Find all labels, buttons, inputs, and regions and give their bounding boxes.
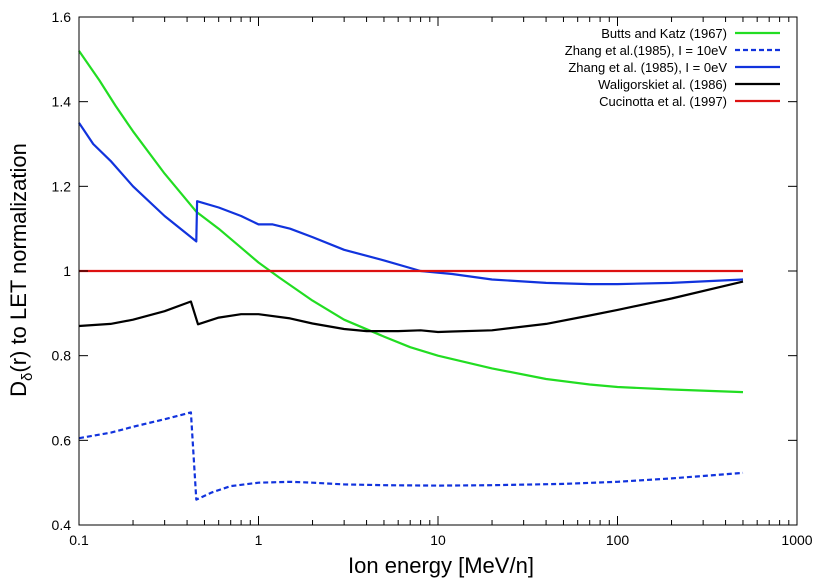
- y-axis-title-subscript: δ: [19, 373, 36, 381]
- y-tick-label: 0.4: [52, 517, 72, 533]
- legend: Butts and Katz (1967) Zhang et al.(1985),…: [565, 26, 780, 109]
- y-tick-label: 1.6: [52, 9, 72, 25]
- x-axis-title: Ion energy [MeV/n]: [348, 553, 534, 578]
- y-axis-title-main: D: [6, 381, 31, 397]
- legend-label-2: Zhang et al.(1985), I = 10eV: [565, 43, 728, 58]
- legend-label-4: Waligorskiet al. (1986): [598, 77, 727, 92]
- y-tick-label: 1.4: [52, 94, 72, 110]
- y-tick-label: 0.8: [52, 348, 72, 364]
- x-tick-label: 1000: [781, 532, 812, 548]
- x-tick-label: 100: [606, 532, 630, 548]
- y-tick-label: 1.2: [52, 178, 72, 194]
- x-tick-label: 0.1: [69, 532, 89, 548]
- series-line-3: [78, 122, 744, 286]
- series-line-2: [78, 411, 744, 501]
- y-tick-label: 0.6: [52, 432, 72, 448]
- legend-label-1: Butts and Katz (1967): [601, 26, 727, 41]
- y-tick-label: 1: [63, 263, 71, 279]
- x-tick-label: 10: [430, 532, 446, 548]
- legend-label-5: Cucinotta et al. (1997): [599, 94, 727, 109]
- series-line-4: [78, 280, 744, 334]
- series-line-1: [78, 50, 744, 394]
- y-axis-title: Dδ(r) to LET normalization: [6, 143, 36, 397]
- y-axis-title-rest: (r) to LET normalization: [6, 143, 31, 372]
- x-tick-label: 1: [255, 532, 263, 548]
- legend-label-3: Zhang et al. (1985), I = 0eV: [568, 60, 727, 75]
- axes: 0.1 1 10 100 1000 0.4 0.6 0.8 1 1.2 1.4 1.6: [52, 9, 813, 548]
- plot-area: [78, 50, 744, 501]
